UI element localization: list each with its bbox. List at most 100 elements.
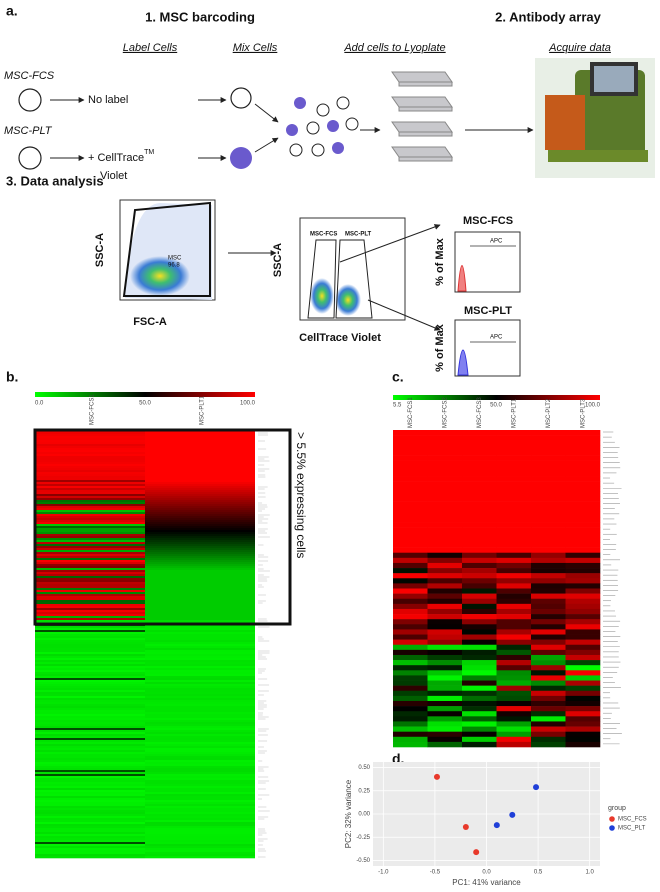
- heatmap-cell: [496, 629, 532, 635]
- gate: [307, 239, 337, 319]
- heatmap-cell: [565, 603, 601, 610]
- heatmap-cell: [393, 675, 428, 681]
- heatmap-cell: [427, 476, 463, 482]
- heatmap-cell: [393, 588, 428, 594]
- point: [473, 849, 480, 856]
- heatmap-cell: [496, 685, 532, 692]
- y-axis-label: SSC-A: [272, 243, 284, 277]
- heatmap-cell: [462, 639, 497, 646]
- heatmap-cell: [496, 624, 532, 630]
- heatmap-cell: [145, 724, 255, 727]
- heatmap-cell: [427, 624, 463, 630]
- heatmap-cell: [531, 660, 566, 666]
- heatmap-cell: [35, 534, 145, 537]
- heatmap-cell: [35, 732, 145, 735]
- heatmap-cell: [427, 716, 463, 722]
- heatmap-cell: [427, 619, 463, 625]
- heatmap-cell: [145, 794, 255, 797]
- heatmap-cell: [145, 560, 255, 563]
- heatmap-cell: [35, 816, 145, 819]
- heatmap-cell: [35, 734, 145, 737]
- heatmap-cell: [565, 614, 601, 620]
- x-tick-label: 1.0: [586, 870, 595, 876]
- gate-label: MSC-FCS: [310, 232, 337, 238]
- heatmap-cell: [35, 674, 145, 677]
- heatmap-cell: [531, 665, 566, 671]
- heatmap-cell: [145, 434, 255, 437]
- heatmap-cell: [145, 792, 255, 795]
- heatmap-cell: [496, 598, 532, 605]
- heatmap-cell: [145, 488, 255, 491]
- heatmap-cell: [35, 546, 145, 549]
- heatmap-cell: [462, 598, 497, 605]
- heatmap-cell: [35, 714, 145, 717]
- heatmap-cell: [393, 557, 428, 564]
- heatmap-cell: [145, 854, 255, 857]
- x-tick-label: 0.5: [534, 870, 543, 876]
- heatmap-cell: [145, 734, 255, 737]
- heatmap-cell: [145, 536, 255, 539]
- heatmap-cell: [35, 800, 145, 803]
- heatmap-cell: [35, 634, 145, 637]
- step-title: 2. Antibody array: [495, 9, 601, 24]
- y-tick-label: -0.25: [356, 835, 370, 841]
- heatmap-cell: [462, 670, 497, 676]
- heatmap-cell: [531, 685, 566, 692]
- heatmap-cell: [462, 496, 497, 502]
- heatmap-cell: [145, 664, 255, 667]
- heatmap-cell: [565, 578, 601, 584]
- heatmap-cell: [462, 481, 497, 487]
- heatmap-cell: [393, 593, 428, 600]
- marker-label: APC: [490, 335, 503, 341]
- heatmap-cell: [35, 460, 145, 463]
- heatmap-cell: [145, 442, 255, 445]
- heatmap-cell: [145, 486, 255, 489]
- heatmap-cell: [145, 566, 255, 569]
- heatmap-cell: [145, 820, 255, 823]
- heatmap-cell: [145, 518, 255, 521]
- heatmap-cell: [145, 556, 255, 559]
- heatmap-cell: [462, 568, 497, 574]
- heatmap-cell: [531, 455, 566, 461]
- heatmap-cell: [565, 598, 601, 605]
- heatmap-cell: [35, 486, 145, 489]
- heatmap-cell: [393, 445, 428, 451]
- heatmap-cell: [496, 430, 532, 436]
- heatmap-cell: [531, 465, 566, 472]
- legend-marker: [609, 825, 615, 831]
- heatmap-cell: [496, 491, 532, 497]
- heatmap-cell: [393, 460, 428, 467]
- column-label: MSC-FCS2: [442, 397, 448, 428]
- heatmap-cell: [145, 678, 255, 681]
- heatmap-cell: [496, 450, 532, 456]
- heatmap-cell: [496, 603, 532, 610]
- heatmap-cell: [427, 593, 463, 600]
- heatmap-cell: [496, 660, 532, 666]
- heatmap-cell: [35, 856, 145, 859]
- heatmap-cell: [35, 752, 145, 755]
- heatmap-cell: [427, 706, 463, 712]
- heatmap-cell: [145, 588, 255, 591]
- heatmap-cell: [35, 480, 145, 483]
- heatmap-cell: [427, 562, 463, 569]
- heatmap-cell: [145, 602, 255, 605]
- heatmap-cell: [145, 440, 255, 443]
- heatmap-cell: [35, 528, 145, 531]
- x-tick-label: -0.5: [430, 870, 441, 876]
- heatmap-cell: [145, 596, 255, 599]
- heatmap-cell: [427, 496, 463, 502]
- color-scale: [35, 392, 255, 397]
- heatmap-cell: [393, 522, 428, 528]
- heatmap-cell: [35, 774, 145, 777]
- heatmap-cell: [145, 746, 255, 749]
- heatmap-cell: [145, 804, 255, 807]
- heatmap-cell: [35, 676, 145, 679]
- heatmap-cell: [145, 842, 255, 845]
- heatmap-cell: [35, 812, 145, 815]
- heatmap-cell: [531, 670, 566, 676]
- heatmap-cell: [35, 640, 145, 643]
- heatmap-cell: [145, 512, 255, 515]
- heatmap-cell: [393, 603, 428, 610]
- heatmap-cell: [145, 644, 255, 647]
- heatmap-cell: [35, 788, 145, 791]
